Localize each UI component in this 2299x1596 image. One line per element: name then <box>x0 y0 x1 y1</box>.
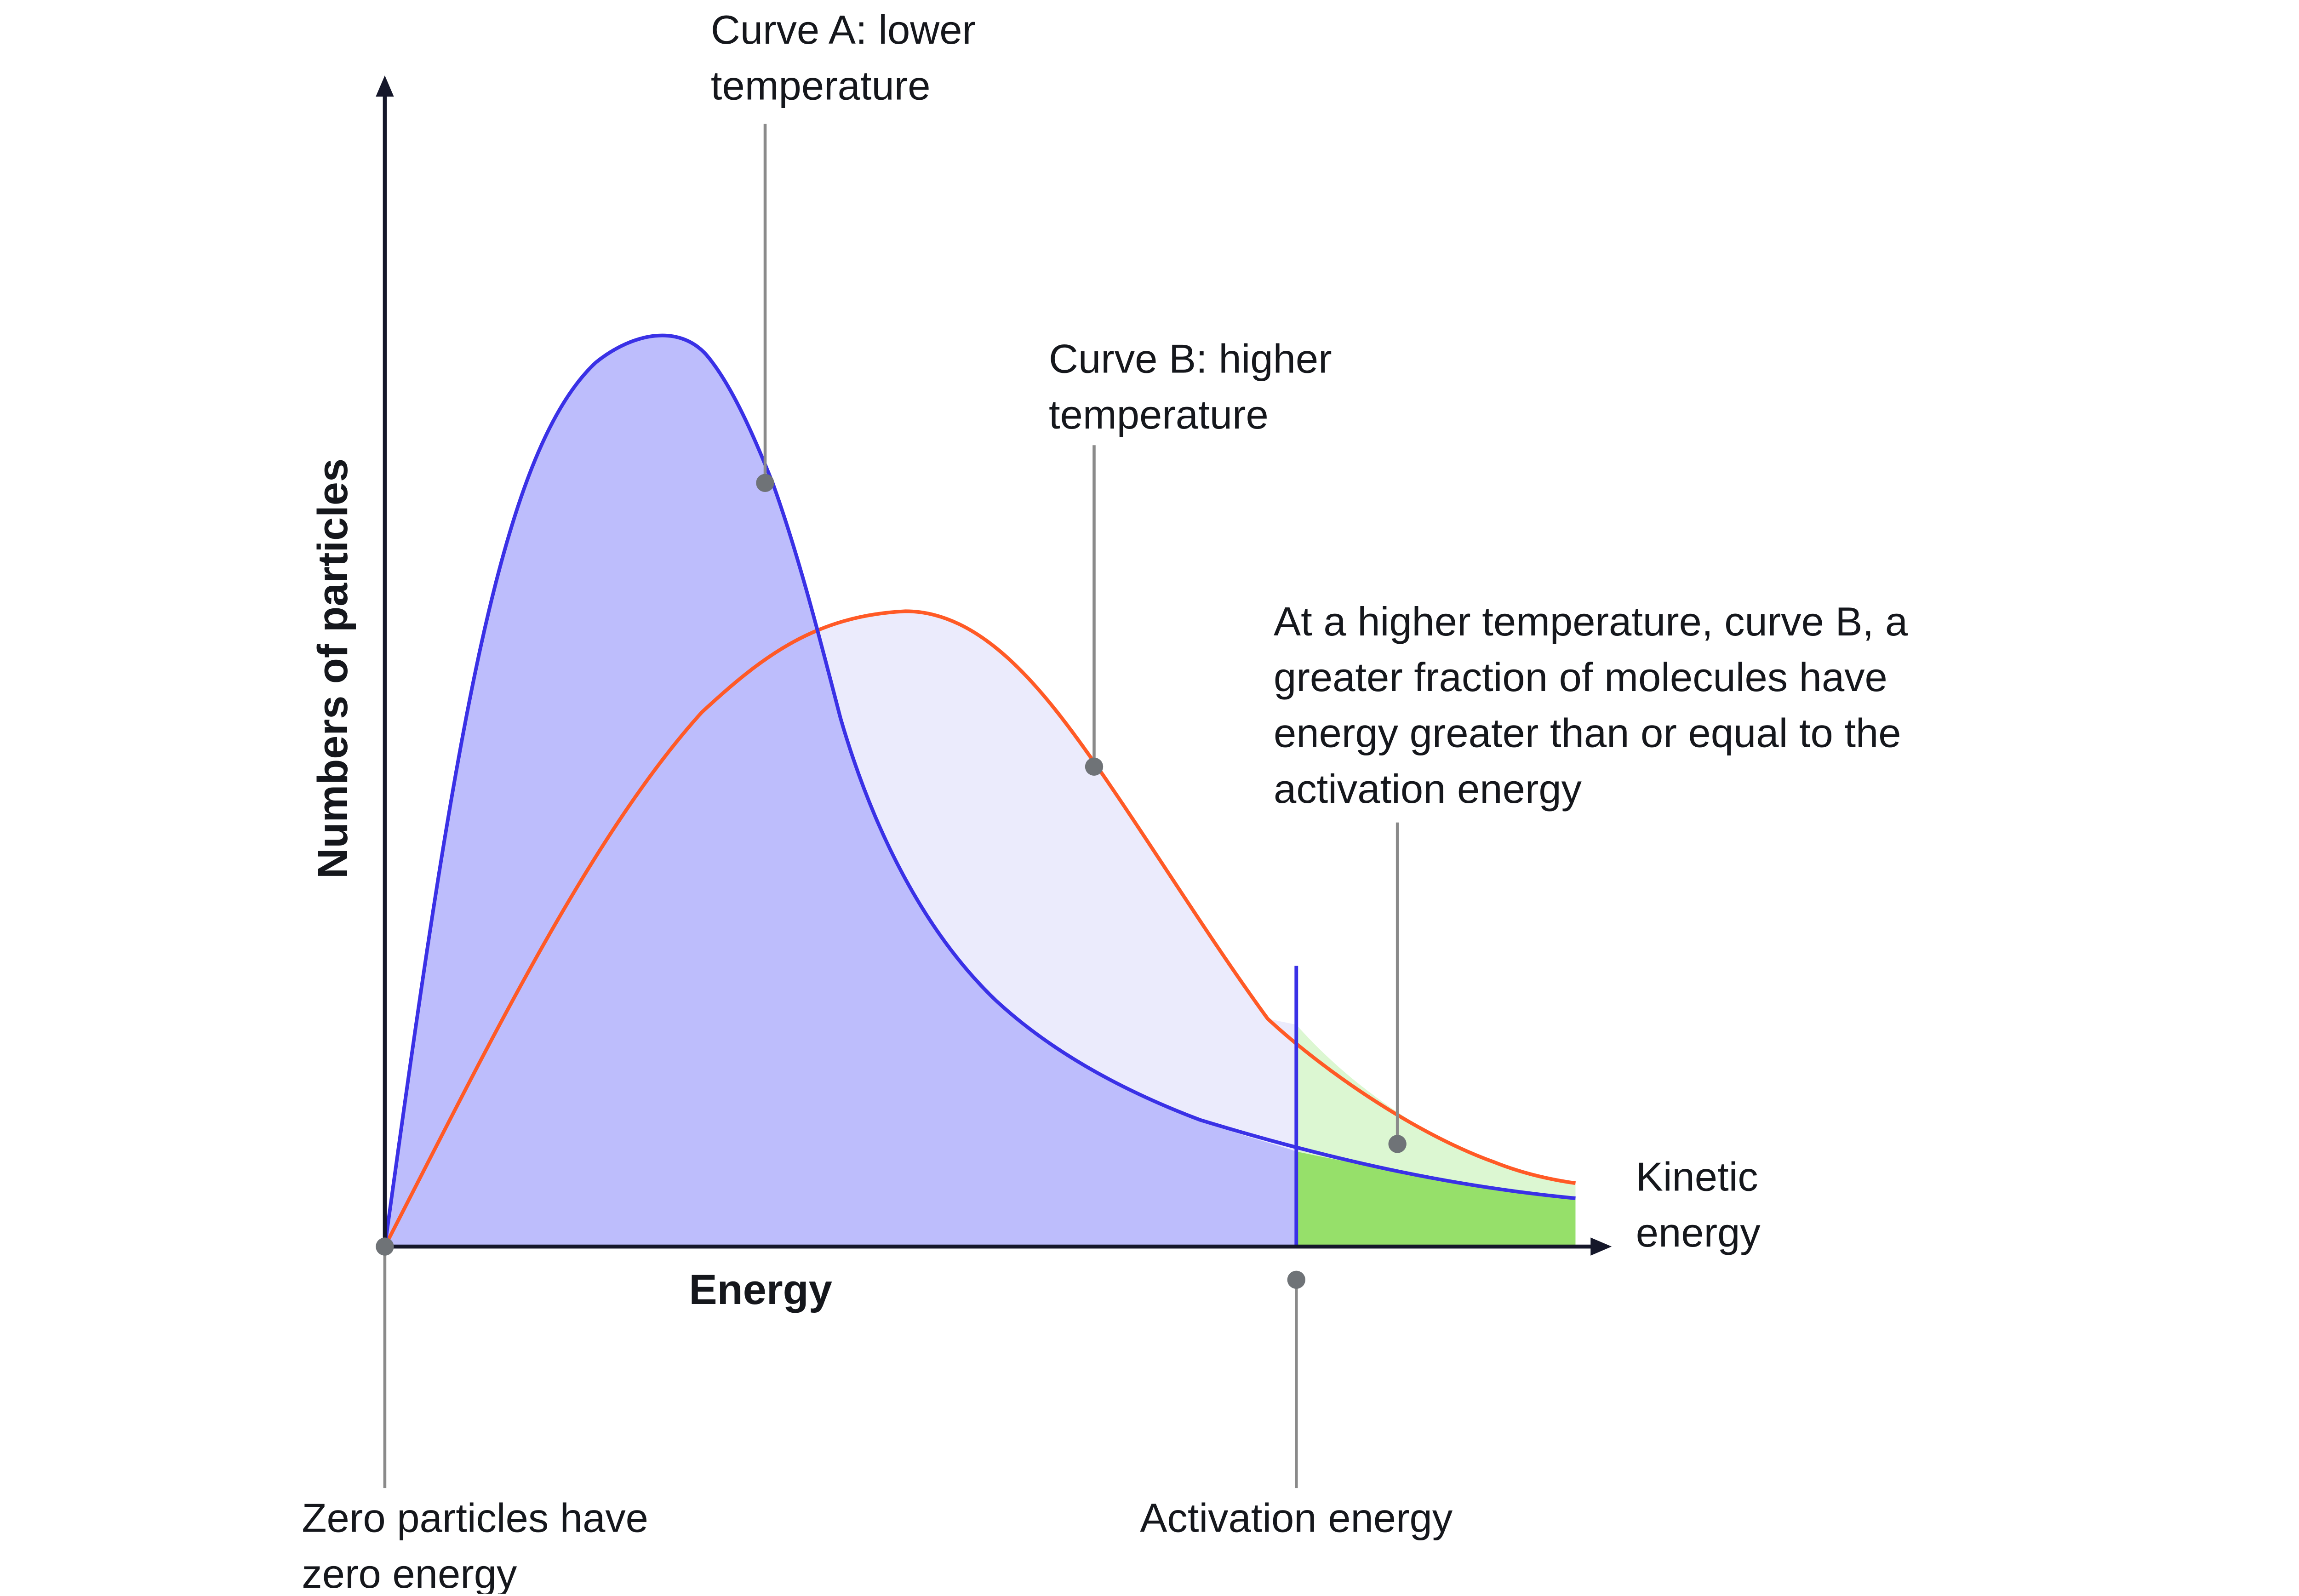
dot-origin <box>376 1237 394 1256</box>
dot-fraction <box>1388 1135 1407 1153</box>
dot-curve-a <box>756 474 774 492</box>
fraction-callout-line2: greater fraction of molecules have <box>1274 654 1887 700</box>
zero-callout-line1: Zero particles have <box>302 1495 648 1540</box>
curve-a <box>383 333 1576 1247</box>
y-axis-title: Numbers of particles <box>309 458 356 879</box>
tail-green <box>1296 1151 1576 1247</box>
x-axis-title: Energy <box>689 1266 832 1313</box>
dot-curve-b <box>1085 757 1104 776</box>
x-axis-arrow-icon <box>1590 1237 1612 1256</box>
curve-b-label-line2: temperature <box>1049 392 1269 437</box>
curve-b-label-line1: Curve B: higher <box>1049 336 1332 382</box>
fraction-callout-line4: activation energy <box>1274 766 1582 812</box>
curve-a-area <box>384 335 1297 1247</box>
x-axis-end-label-line1: Kinetic <box>1636 1154 1758 1200</box>
zero-callout-line2: zero energy <box>302 1551 517 1594</box>
x-axis-end-label-line2: energy <box>1636 1210 1761 1255</box>
curve-b <box>383 609 1576 1247</box>
curve-a-label-line2: temperature <box>711 63 931 109</box>
dot-activation <box>1287 1270 1305 1289</box>
y-axis-arrow-icon <box>376 75 394 97</box>
fraction-callout-line1: At a higher temperature, curve B, a <box>1274 599 1908 644</box>
curve-a-label-line1: Curve A: lower <box>711 7 976 52</box>
tail-light-green <box>1296 1024 1576 1199</box>
activation-energy-label: Activation energy <box>1140 1495 1453 1540</box>
fraction-callout-line3: energy greater than or equal to the <box>1274 710 1901 756</box>
